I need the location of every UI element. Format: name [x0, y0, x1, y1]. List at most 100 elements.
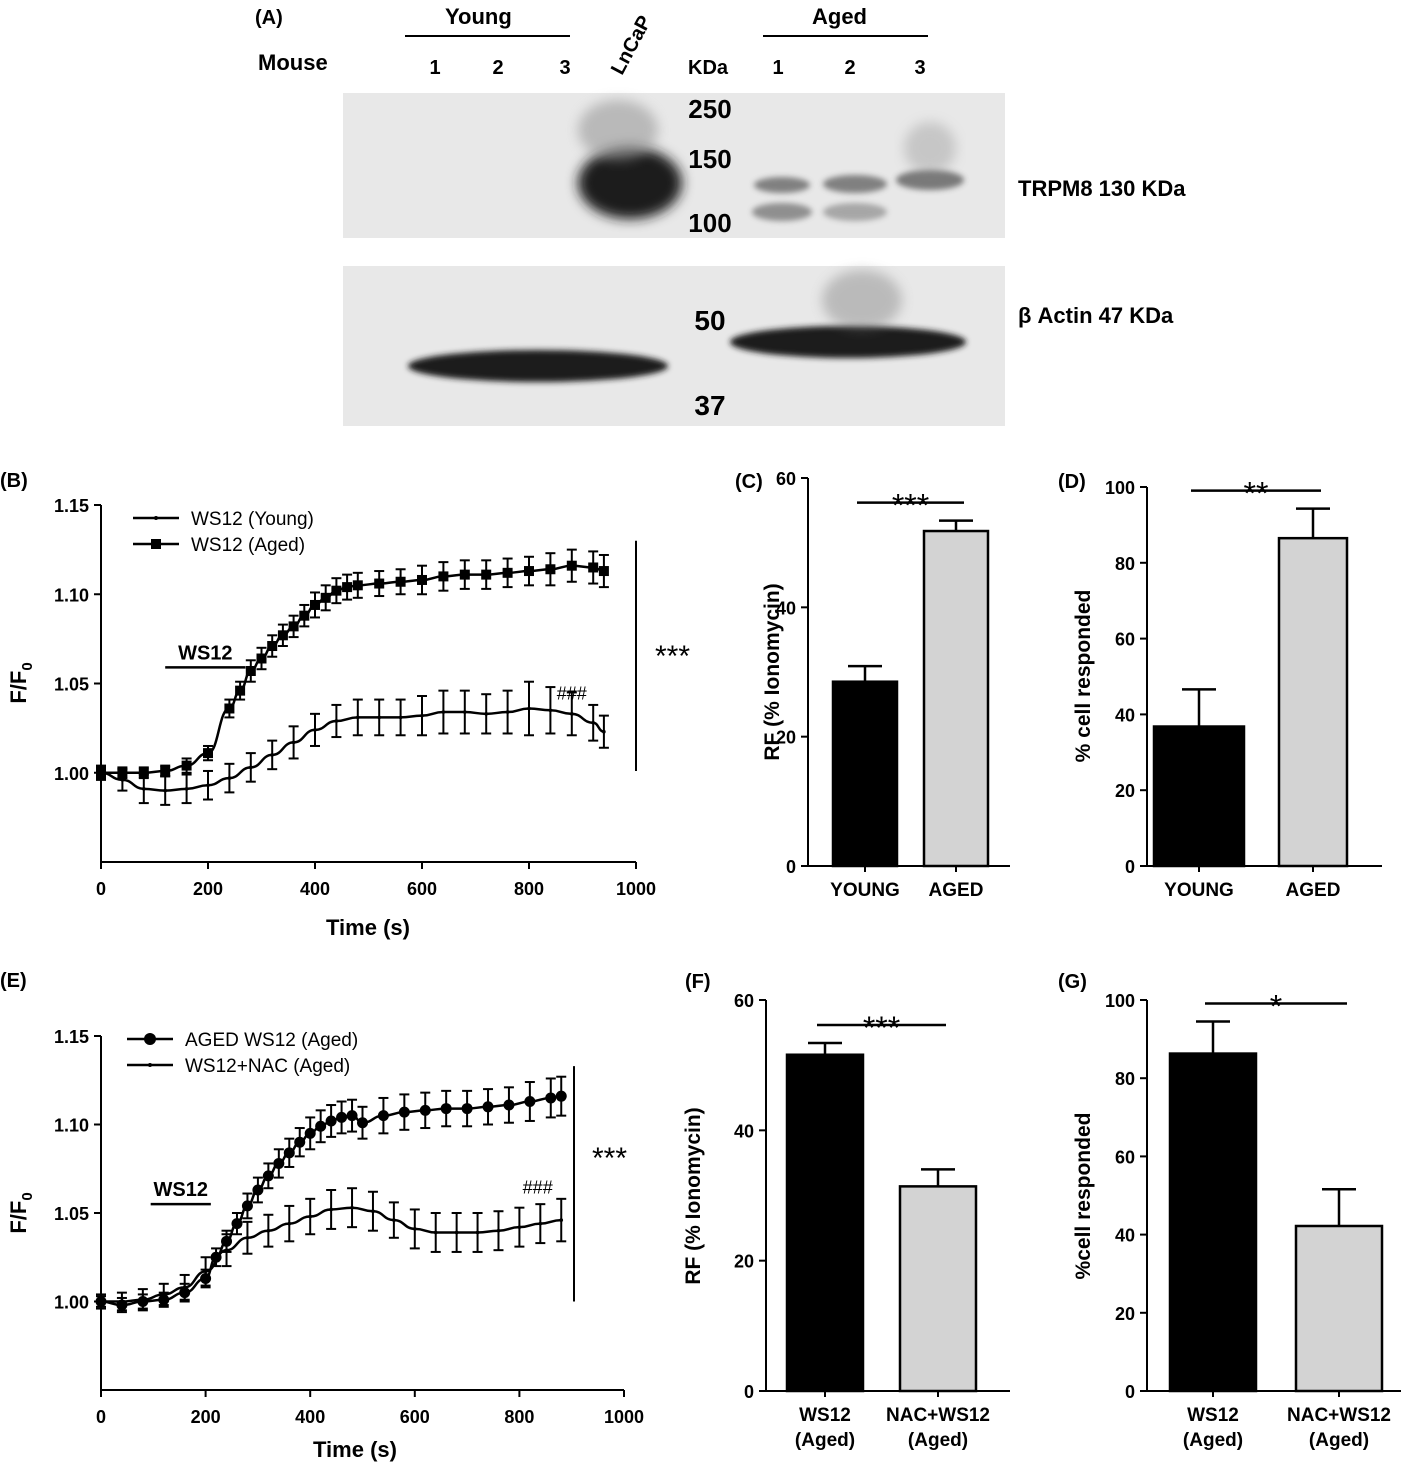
- marker-250: 250: [688, 94, 731, 124]
- data-point-small: [308, 1214, 313, 1219]
- legend-entry: WS12 (Young): [191, 509, 314, 530]
- data-point-square: [331, 585, 342, 596]
- panel-label: (C): [735, 471, 763, 493]
- data-point-small: [249, 765, 253, 770]
- y-tick-label: 20: [1115, 781, 1135, 801]
- panel-label: (E): [0, 970, 27, 992]
- x-tick-label: 1000: [616, 879, 656, 899]
- data-point-square: [502, 567, 513, 578]
- data-point-square: [320, 592, 331, 603]
- y-tick-label: 40: [1115, 1226, 1135, 1246]
- y-tick-label: 80: [1115, 1069, 1135, 1089]
- band-aged-2-lower: [823, 203, 887, 221]
- lane-young-1: 1: [429, 57, 440, 79]
- data-point-square: [203, 748, 213, 759]
- panel-a-label: (A): [255, 7, 283, 29]
- x-tick-label: 800: [504, 1407, 534, 1427]
- data-point-small: [163, 788, 167, 793]
- y-axis-label-main: F/F: [6, 1201, 31, 1234]
- data-point-small: [505, 710, 510, 714]
- band-aged-2-upper: [823, 175, 887, 193]
- marker-100: 100: [688, 208, 731, 238]
- data-point-circle: [294, 1136, 306, 1148]
- x-tick-label: 1000: [604, 1407, 644, 1427]
- y-tick-label: 80: [1115, 554, 1135, 574]
- data-point-square: [459, 569, 470, 580]
- x-tick-label: 600: [407, 879, 437, 899]
- legend-marker: [148, 1063, 152, 1067]
- group-aged-label: Aged: [812, 4, 867, 29]
- panel-label: (G): [1058, 971, 1087, 993]
- legend-entry: WS12+NAC (Aged): [185, 1056, 350, 1077]
- data-point-circle: [315, 1120, 327, 1132]
- y-axis-label: RF (% Ionomycin): [761, 583, 784, 760]
- y-axis-label: RF (% Ionomycin): [682, 1107, 705, 1284]
- y-axis-label: %cell responded: [1072, 1113, 1095, 1280]
- panel-label: (D): [1058, 471, 1086, 493]
- y-tick-label: 0: [1125, 857, 1135, 877]
- band-aged-3-upper: [896, 170, 964, 190]
- bar-0: [1152, 725, 1246, 868]
- data-point-small: [413, 1227, 417, 1231]
- data-point-square: [299, 610, 310, 621]
- mouse-label: Mouse: [258, 50, 328, 75]
- band-actin-aged: [730, 326, 966, 358]
- data-point-square: [588, 562, 599, 573]
- x-tick-label: 600: [400, 1407, 430, 1427]
- category-label: AGED: [929, 880, 984, 901]
- data-point-small: [227, 776, 232, 780]
- category-label: YOUNG: [830, 880, 900, 901]
- lane-aged-3: 3: [914, 57, 925, 79]
- band-actin-young: [408, 350, 668, 382]
- category-sublabel: (Aged): [1183, 1430, 1243, 1451]
- category-label: WS12: [1187, 1405, 1239, 1426]
- data-point-square: [352, 580, 363, 591]
- y-tick-label: 40: [776, 598, 796, 618]
- y-tick-label: 0: [1125, 1382, 1135, 1402]
- lane-young-3: 3: [559, 57, 570, 79]
- data-point-small: [475, 1230, 480, 1235]
- data-point-small: [392, 1218, 396, 1222]
- legend-marker: [154, 516, 158, 520]
- category-label: NAC+WS12: [886, 1405, 990, 1426]
- data-point-small: [484, 712, 489, 716]
- data-point-circle: [231, 1218, 243, 1230]
- panel-label: (F): [685, 971, 711, 993]
- data-point-square: [117, 767, 128, 778]
- data-point-square: [310, 599, 320, 610]
- data-point-small: [224, 1248, 229, 1252]
- legend-entry: WS12 (Aged): [191, 535, 305, 556]
- category-sublabel: (Aged): [908, 1430, 968, 1451]
- y-tick-label: 1.05: [54, 675, 89, 695]
- data-point-square: [267, 641, 278, 652]
- category-label: AGED: [1286, 880, 1341, 901]
- data-point-circle: [304, 1127, 316, 1139]
- data-point-small: [203, 1269, 208, 1274]
- data-point-small: [329, 1207, 333, 1212]
- legend-marker: [151, 539, 161, 549]
- y-tick-label: 60: [776, 469, 796, 489]
- lane-young-2: 2: [492, 57, 503, 79]
- data-point-square: [545, 564, 556, 575]
- panel-c: (C) 0 20 40 60 RF (% Ionomycin) YOUNG AGED ***: [735, 469, 1010, 901]
- data-point-small: [591, 720, 595, 725]
- data-point-circle: [503, 1099, 515, 1111]
- y-axis-label-sub: 0: [19, 662, 36, 670]
- panel-a: (A) Young Aged Mouse 1 2 3 LnCaP KDa 1 2…: [255, 4, 1186, 426]
- panel-e: (E)1.001.051.101.150 200 400 600 800 1000F/F0…: [0, 970, 644, 1462]
- legend-entry: AGED WS12 (Aged): [185, 1030, 358, 1051]
- data-point-square: [481, 569, 492, 580]
- data-point-circle: [357, 1117, 368, 1129]
- significance-stars: **: [1244, 476, 1269, 512]
- data-point-small: [398, 715, 403, 720]
- data-point-circle: [524, 1095, 536, 1107]
- data-point-small: [420, 713, 424, 718]
- y-tick-label: 40: [1115, 705, 1135, 725]
- x-tick-label: 200: [193, 879, 223, 899]
- significance-stars: ***: [655, 640, 690, 673]
- band-actin-label: β Actin 47 KDa: [1018, 303, 1174, 328]
- x-tick-label: 200: [191, 1407, 221, 1427]
- hash-annotation: ###: [557, 684, 587, 704]
- data-point-small: [270, 753, 275, 757]
